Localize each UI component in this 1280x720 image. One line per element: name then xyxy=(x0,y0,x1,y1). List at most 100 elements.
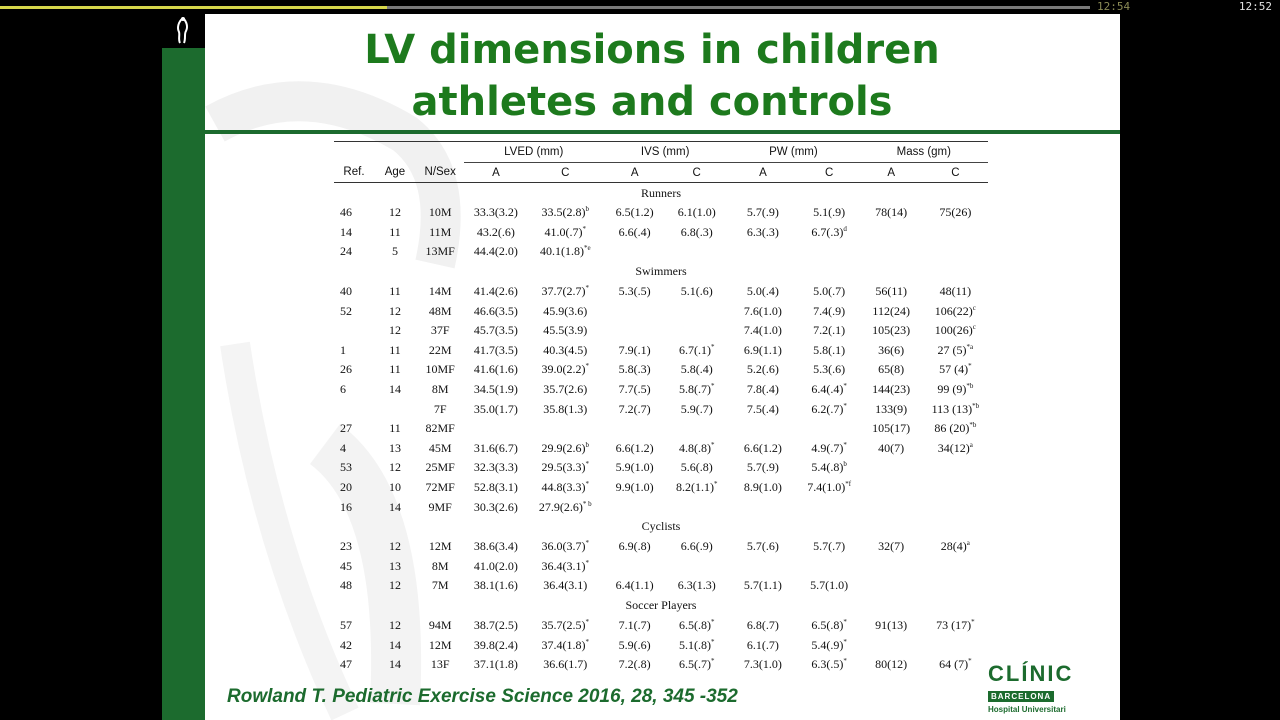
table-cell xyxy=(603,301,666,321)
table-cell: 5.8(.4) xyxy=(680,362,713,377)
table-cell: 5.7(1.1) xyxy=(743,578,782,593)
table-cell: 41.4(2.6) xyxy=(473,284,518,299)
table-cell xyxy=(860,576,923,596)
table-cell: 6.7(.3)d xyxy=(811,224,847,239)
table-cell: 9MF xyxy=(428,499,452,514)
table-cell: 6.1(.7) xyxy=(746,637,779,652)
section-header: Cyclists xyxy=(641,519,681,534)
table-cell: 37F xyxy=(430,323,450,338)
table-cell: 37.7(2.7)* xyxy=(541,284,590,299)
table-cell xyxy=(860,497,923,517)
table-row: 4 13 45M 31.6(6.7) 29.9(2.6)b 6.6(1.2) 4.8(.8)… xyxy=(334,439,988,459)
table-cell: 48(11) xyxy=(939,284,972,299)
table-cell: 34(12)a xyxy=(937,440,973,455)
table-cell: 10 xyxy=(388,480,401,495)
table-cell: 78(14) xyxy=(875,205,908,220)
progress-track[interactable] xyxy=(0,6,1090,9)
table-cell: 14 xyxy=(388,657,401,672)
group-header: LVED (mm) xyxy=(464,141,604,163)
table-cell: 29.9(2.6)b xyxy=(541,440,590,455)
player-bar: 12:54 12:52 xyxy=(0,0,1280,14)
table-cell: 53 xyxy=(340,460,352,475)
clinic-logo-hospital: Hospital Universitari xyxy=(988,705,1066,714)
table-cell: 5.6(.8) xyxy=(680,460,713,475)
title-divider xyxy=(205,130,1120,134)
table-cell: 36.4(3.1)* xyxy=(541,558,590,573)
table-row: 52 12 48M 46.6(3.5) 45.9(3.6) 7.6(1.0) 7.4(.9)… xyxy=(334,301,988,321)
table-cell xyxy=(799,557,860,577)
table-row: 42 14 12M 39.8(2.4) 37.4(1.8)* 5.9(.6) 5.1(.8)… xyxy=(334,635,988,655)
table-row: 16 14 9MF 30.3(2.6) 27.9(2.6)* b xyxy=(334,497,988,517)
group-header: PW (mm) xyxy=(727,141,860,163)
table-cell: 11 xyxy=(389,284,401,299)
table-cell: 5.4(.8)b xyxy=(811,460,847,475)
table-cell: 42 xyxy=(340,637,352,652)
table-cell: 5.9(.6) xyxy=(618,637,651,652)
column-header: A xyxy=(759,166,767,179)
table-cell: 40(7) xyxy=(878,440,905,455)
table-cell: 94M xyxy=(428,617,452,632)
table-cell xyxy=(860,635,923,655)
table-row: 48 12 7M 38.1(1.6) 36.4(3.1) 6.4(1.1) 6.3(1.3)… xyxy=(334,576,988,596)
table-cell: 57 (4)* xyxy=(939,362,972,377)
group-header: Mass (gm) xyxy=(859,141,988,163)
table-cell xyxy=(923,557,988,577)
table-cell: 11 xyxy=(389,342,401,357)
table-cell: 44.8(3.3)* xyxy=(541,480,590,495)
table-cell: 39.8(2.4) xyxy=(473,637,518,652)
table-row: 14 11 11M 43.2(.6) 41.0(.7)* 6.6(.4) 6.8(.3) 6.… xyxy=(334,223,988,243)
table-cell xyxy=(727,557,798,577)
table-cell: 41.0(2.0) xyxy=(473,558,518,573)
table-cell: 5.1(.6) xyxy=(680,284,713,299)
column-header: C xyxy=(825,166,834,179)
table-row: 1 11 22M 41.7(3.5) 40.3(4.5) 7.9(.1) 6.7(.1)* 6… xyxy=(334,341,988,361)
table-cell: 14 xyxy=(388,499,401,514)
table-cell: 30.3(2.6) xyxy=(473,499,518,514)
table-cell: 23 xyxy=(340,539,352,554)
table-cell: 73 (17)* xyxy=(936,617,975,632)
table-cell: 75(26) xyxy=(939,205,972,220)
table-cell: 8.9(1.0) xyxy=(743,480,782,495)
table-cell: 8M xyxy=(431,558,449,573)
letterbox-right xyxy=(1120,14,1280,720)
table-cell xyxy=(334,321,374,341)
elapsed-time: 12:54 xyxy=(1097,0,1131,13)
table-cell xyxy=(603,321,666,341)
table-cell xyxy=(603,497,666,517)
column-header: A xyxy=(630,166,639,179)
table-cell: 5.9(1.0) xyxy=(615,460,654,475)
table-cell: 5.3(.5) xyxy=(618,284,651,299)
table-cell: 22M xyxy=(428,342,452,357)
table-cell: 12M xyxy=(428,637,452,652)
table-cell: 45.9(3.6) xyxy=(543,303,588,318)
table-cell: 6.2(.7)* xyxy=(811,401,847,416)
table-cell: 4 xyxy=(340,440,346,455)
table-cell xyxy=(923,223,988,243)
table-cell: 43.2(.6) xyxy=(476,224,515,239)
table-cell: 33.3(3.2) xyxy=(473,205,518,220)
table-cell: 5.2(.6) xyxy=(746,362,779,377)
column-header: C xyxy=(692,166,701,179)
table-cell xyxy=(464,419,527,439)
table-cell xyxy=(860,458,923,478)
table-cell: 12 xyxy=(388,323,401,338)
table-cell: 7F xyxy=(433,401,447,416)
table-cell: 133(9) xyxy=(875,401,908,416)
table-cell: 13 xyxy=(388,558,401,573)
table-cell: 35.7(2.6) xyxy=(543,382,588,397)
table-cell: 47 xyxy=(340,657,352,672)
table-cell: 45.5(3.9) xyxy=(543,323,588,338)
table-cell: 14M xyxy=(428,284,452,299)
table-cell: 16 xyxy=(340,499,352,514)
table-cell: 12 xyxy=(388,578,401,593)
table-cell: 14 xyxy=(388,637,401,652)
table-cell: 20 xyxy=(340,480,352,495)
clinic-logo: CLÍNIC BARCELONA Hospital Universitari xyxy=(988,662,1073,714)
table-cell: 5.7(.6) xyxy=(746,539,779,554)
table-cell: 7M xyxy=(431,578,449,593)
table-cell: 7.1(.7) xyxy=(618,617,651,632)
table-cell: 7.7(.5) xyxy=(618,382,651,397)
table-cell: 5.8(.3) xyxy=(618,362,651,377)
table-cell xyxy=(860,242,923,262)
table-cell: 12M xyxy=(428,539,452,554)
